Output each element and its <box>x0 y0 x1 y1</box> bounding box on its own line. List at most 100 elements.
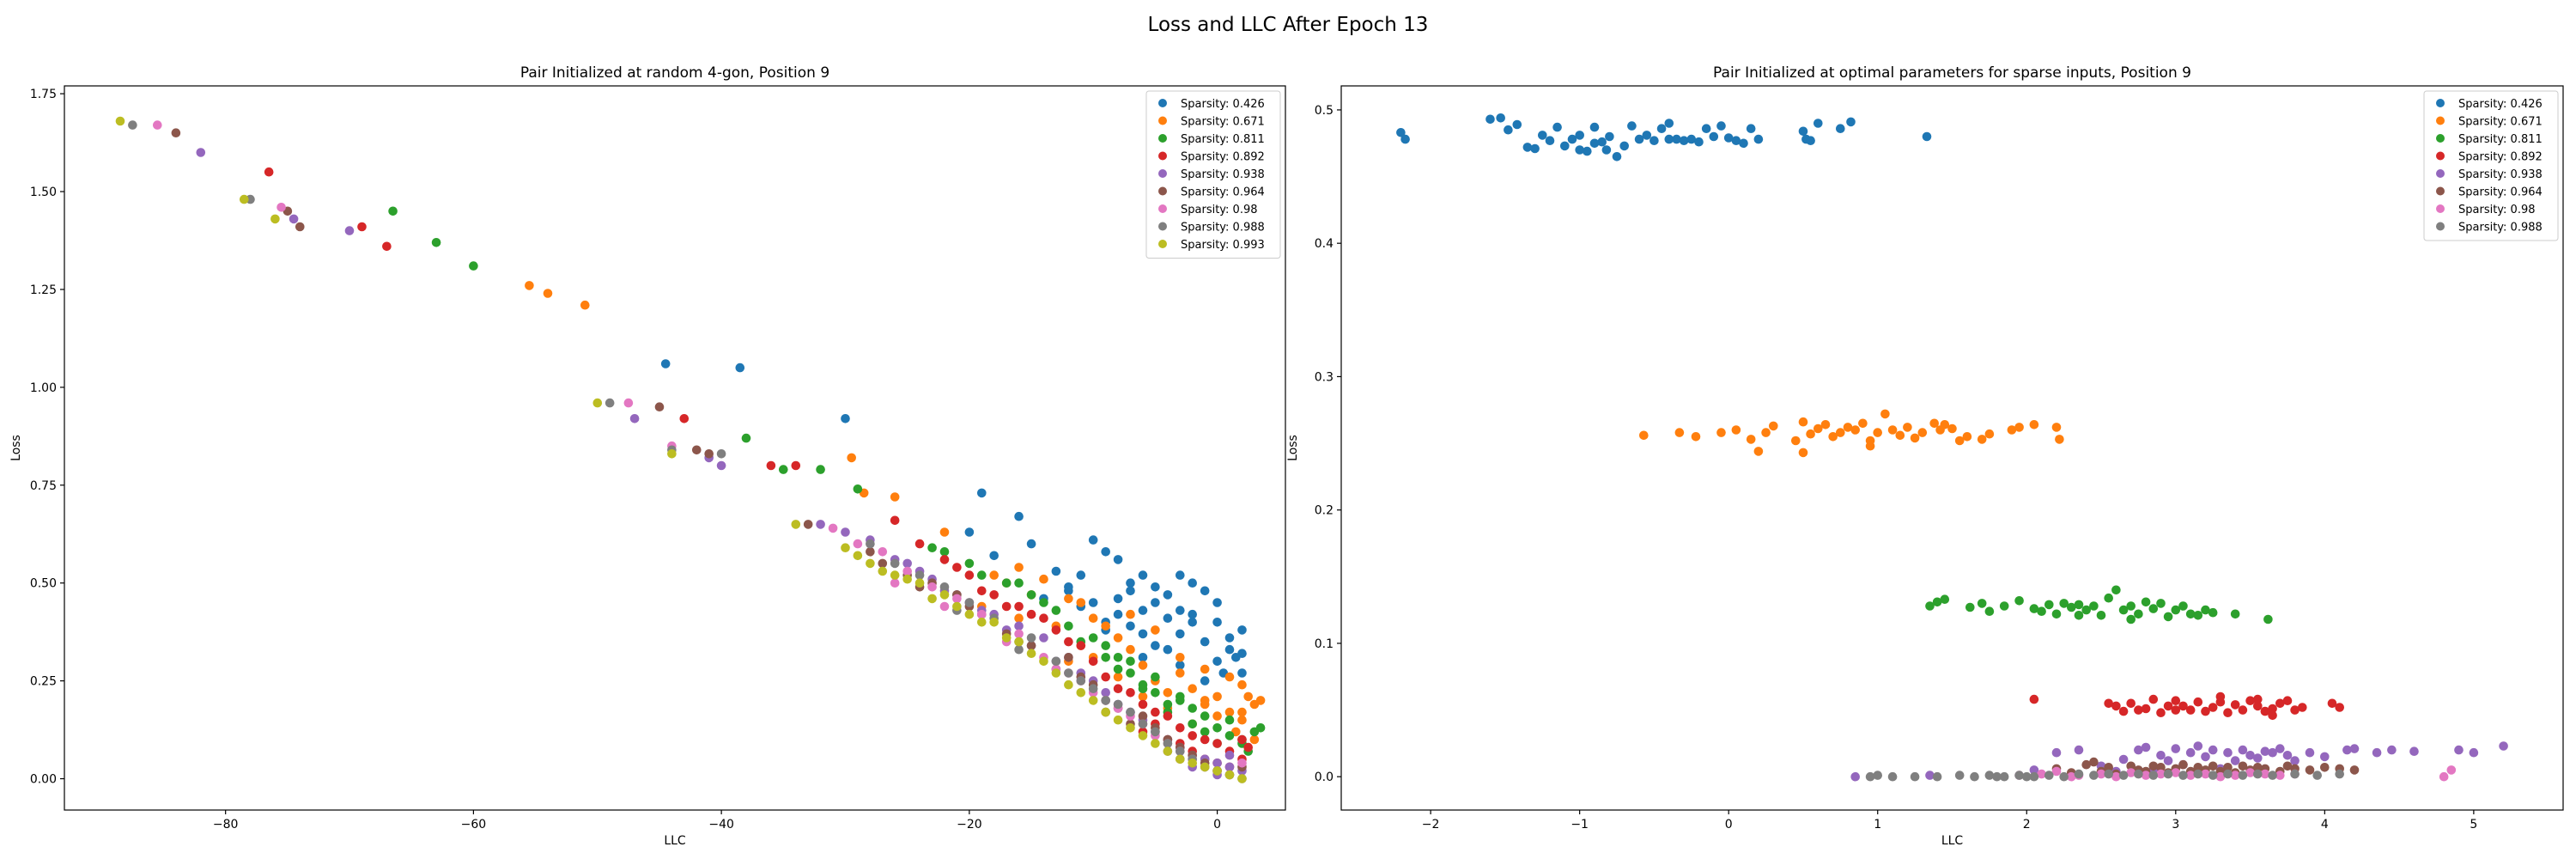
data-point <box>1163 739 1173 748</box>
data-point <box>977 586 987 596</box>
data-point <box>2148 694 2159 704</box>
data-point <box>1188 731 1197 740</box>
right-panel-title: Pair Initialized at optimal parameters f… <box>1713 64 2191 82</box>
data-point <box>2208 607 2218 618</box>
data-point <box>1176 754 1185 765</box>
data-point <box>791 520 801 529</box>
data-point <box>1255 723 1266 733</box>
left-x-axis-label: LLC <box>664 834 686 848</box>
data-point <box>1619 141 1629 151</box>
data-point <box>1113 664 1123 674</box>
data-point <box>890 570 900 580</box>
data-point <box>1589 138 1600 149</box>
data-point <box>841 527 850 537</box>
data-point <box>2118 771 2129 780</box>
data-point <box>1400 134 1410 144</box>
data-point <box>1984 771 1995 780</box>
data-point <box>1224 633 1235 643</box>
x-tick-label: −2 <box>1422 818 1440 832</box>
data-point <box>841 543 850 552</box>
data-point <box>2193 697 2203 707</box>
data-point <box>1051 566 1061 576</box>
series-4 <box>264 167 1253 772</box>
data-point <box>2238 761 2248 771</box>
left-panel-title: Pair Initialized at random 4-gon, Positi… <box>520 64 829 82</box>
data-point <box>1064 582 1073 592</box>
data-point <box>1113 633 1123 643</box>
data-point <box>2178 759 2188 770</box>
data-point <box>1567 134 1577 144</box>
data-point <box>543 289 553 298</box>
data-point <box>1026 633 1036 643</box>
data-point <box>890 578 900 588</box>
data-point <box>1243 742 1253 752</box>
x-tick-label: 3 <box>2172 818 2179 832</box>
axes-frame <box>64 85 1286 811</box>
data-point <box>1138 606 1148 615</box>
data-point <box>2014 771 2024 780</box>
data-point <box>847 453 856 463</box>
data-point <box>2185 705 2196 715</box>
data-point <box>1051 668 1061 678</box>
data-point <box>1769 421 1778 431</box>
data-point <box>679 414 690 423</box>
data-point <box>766 460 776 471</box>
data-point <box>1634 134 1644 144</box>
data-point <box>1691 432 1701 442</box>
legend: Sparsity: 0.426 Sparsity: 0.671 Sparsity: … <box>2423 90 2559 241</box>
data-point <box>2253 763 2263 772</box>
data-point <box>2067 771 2076 782</box>
data-point <box>1088 684 1098 693</box>
data-point <box>1664 134 1674 144</box>
data-point <box>2454 745 2464 755</box>
data-point <box>1151 582 1160 592</box>
data-point <box>1237 679 1247 690</box>
data-point <box>2111 771 2121 782</box>
data-point <box>2372 747 2382 758</box>
data-point <box>1188 618 1197 627</box>
data-point <box>2104 763 2113 772</box>
data-point <box>2193 763 2203 772</box>
data-point <box>1746 435 1756 444</box>
data-point <box>605 398 615 408</box>
data-point <box>1076 570 1086 580</box>
data-point <box>2134 609 2143 619</box>
data-point <box>2215 691 2226 702</box>
data-point <box>2268 771 2277 780</box>
legend-entry: Sparsity: 0.964 <box>1181 186 1265 199</box>
data-point <box>469 261 478 271</box>
data-point <box>841 414 850 423</box>
data-point <box>927 594 937 604</box>
data-point <box>2230 700 2240 710</box>
data-point <box>866 539 875 549</box>
data-point <box>2305 765 2315 775</box>
data-point <box>1709 131 1719 142</box>
data-point <box>1138 661 1148 670</box>
data-point <box>853 484 863 494</box>
data-point <box>2178 771 2188 780</box>
data-point <box>1212 758 1222 768</box>
data-point <box>1984 606 1995 616</box>
data-point <box>716 460 726 471</box>
data-point <box>1224 672 1235 682</box>
data-point <box>1163 711 1173 721</box>
data-point <box>866 547 875 557</box>
data-point <box>1088 613 1098 623</box>
data-point <box>1176 570 1185 580</box>
data-point <box>1820 420 1831 430</box>
data-point <box>2387 745 2397 755</box>
data-point <box>1101 672 1110 682</box>
data-point <box>1126 707 1135 717</box>
data-point <box>1237 758 1247 768</box>
data-point <box>295 222 305 232</box>
data-point <box>1977 599 1987 608</box>
data-point <box>2230 756 2240 765</box>
data-point <box>1064 653 1073 662</box>
data-point <box>1138 653 1148 662</box>
data-point <box>1088 535 1098 545</box>
data-point <box>2055 435 2064 444</box>
data-point <box>1701 124 1711 133</box>
data-point <box>964 527 975 537</box>
data-point <box>791 460 801 471</box>
